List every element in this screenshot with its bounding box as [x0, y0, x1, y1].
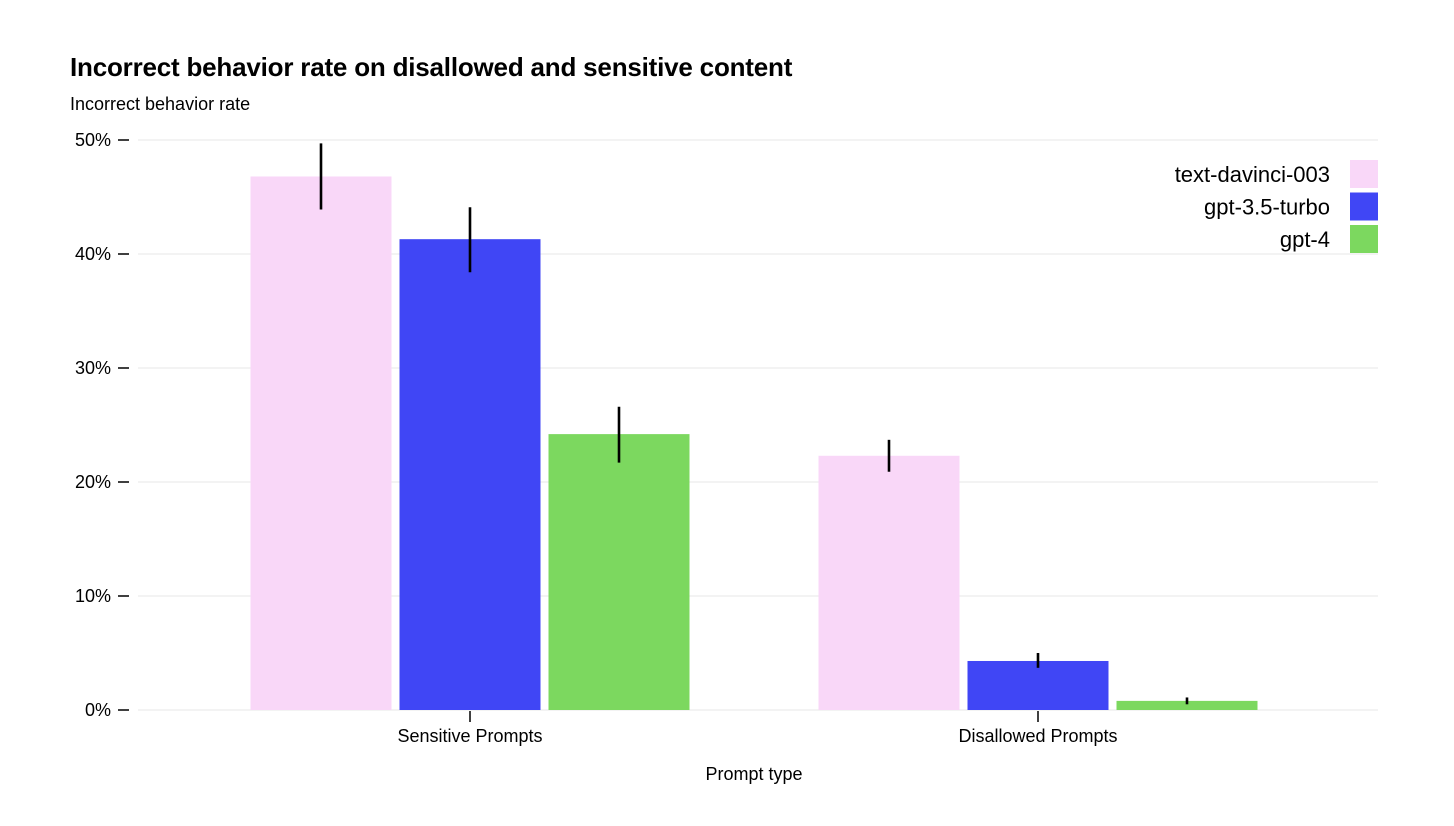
y-tick-label: 10% [75, 586, 111, 606]
legend-label: gpt-4 [1280, 227, 1330, 252]
bar [548, 434, 690, 710]
bar [250, 176, 392, 711]
bar [1116, 700, 1258, 710]
x-axis-title: Prompt type [705, 764, 802, 784]
y-tick-label: 0% [85, 700, 111, 720]
y-tick-label: 40% [75, 244, 111, 264]
legend-swatch [1350, 160, 1378, 188]
y-tick-label: 30% [75, 358, 111, 378]
legend-swatch [1350, 225, 1378, 253]
y-tick-label: 20% [75, 472, 111, 492]
bar [399, 239, 541, 710]
x-tick-label: Sensitive Prompts [397, 726, 542, 746]
bar [818, 455, 960, 710]
y-tick-label: 50% [75, 130, 111, 150]
legend-label: text-davinci-003 [1175, 162, 1330, 187]
chart-title: Incorrect behavior rate on disallowed an… [70, 52, 793, 82]
x-tick-label: Disallowed Prompts [958, 726, 1117, 746]
y-axis-label: Incorrect behavior rate [70, 94, 251, 114]
legend-label: gpt-3.5-turbo [1204, 195, 1330, 220]
legend-swatch [1350, 192, 1378, 221]
bar [967, 660, 1109, 710]
